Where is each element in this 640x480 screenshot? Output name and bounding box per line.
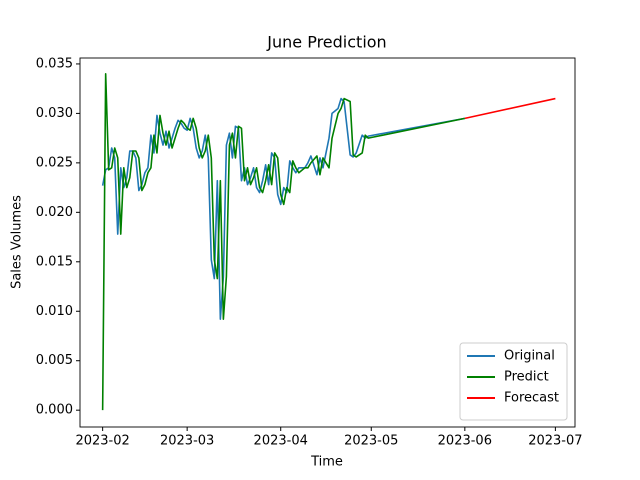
x-tick-label: 2023-07	[528, 434, 582, 449]
y-tick-label: 0.005	[36, 353, 73, 368]
legend-label: Predict	[504, 370, 549, 385]
y-tick-label: 0.015	[36, 254, 73, 269]
plot-frame	[79, 57, 576, 428]
x-tick-label: 2023-05	[344, 434, 398, 449]
y-tick-label: 0.025	[36, 155, 73, 170]
legend-label: Original	[504, 349, 555, 364]
x-tick-label: 2023-03	[160, 434, 214, 449]
y-tick-label: 0.010	[36, 304, 73, 319]
series-line	[101, 97, 465, 320]
legend-box	[459, 342, 568, 421]
y-axis-label: Sales Volumes	[10, 195, 25, 289]
x-axis-label: Time	[310, 455, 343, 470]
y-tick-label: 0.020	[36, 205, 73, 220]
x-tick-label: 2023-06	[438, 434, 492, 449]
series-line	[101, 73, 465, 411]
series-line	[464, 97, 556, 120]
y-tick-label: 0.000	[36, 403, 73, 418]
x-tick-label: 2023-04	[254, 434, 308, 449]
x-tick-label: 2023-02	[75, 434, 129, 449]
y-tick-label: 0.035	[36, 56, 73, 71]
chart-title: June Prediction	[266, 33, 386, 52]
y-tick-label: 0.030	[36, 106, 73, 121]
legend-label: Forecast	[504, 391, 559, 406]
